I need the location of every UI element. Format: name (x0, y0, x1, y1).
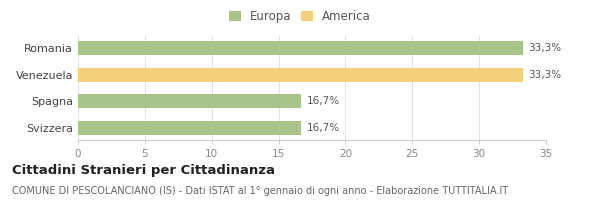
Legend: Europa, America: Europa, America (227, 8, 373, 26)
Bar (78, 68, 523, 82)
Bar (78, 94, 301, 108)
Text: 16,7%: 16,7% (307, 96, 340, 106)
Text: 16,7%: 16,7% (307, 123, 340, 133)
Bar (78, 41, 523, 55)
Text: COMUNE DI PESCOLANCIANO (IS) - Dati ISTAT al 1° gennaio di ogni anno - Elaborazi: COMUNE DI PESCOLANCIANO (IS) - Dati ISTA… (12, 186, 508, 196)
Text: 33,3%: 33,3% (529, 70, 562, 80)
Bar (78, 121, 301, 135)
Text: 33,3%: 33,3% (529, 43, 562, 53)
Text: Cittadini Stranieri per Cittadinanza: Cittadini Stranieri per Cittadinanza (12, 164, 275, 177)
